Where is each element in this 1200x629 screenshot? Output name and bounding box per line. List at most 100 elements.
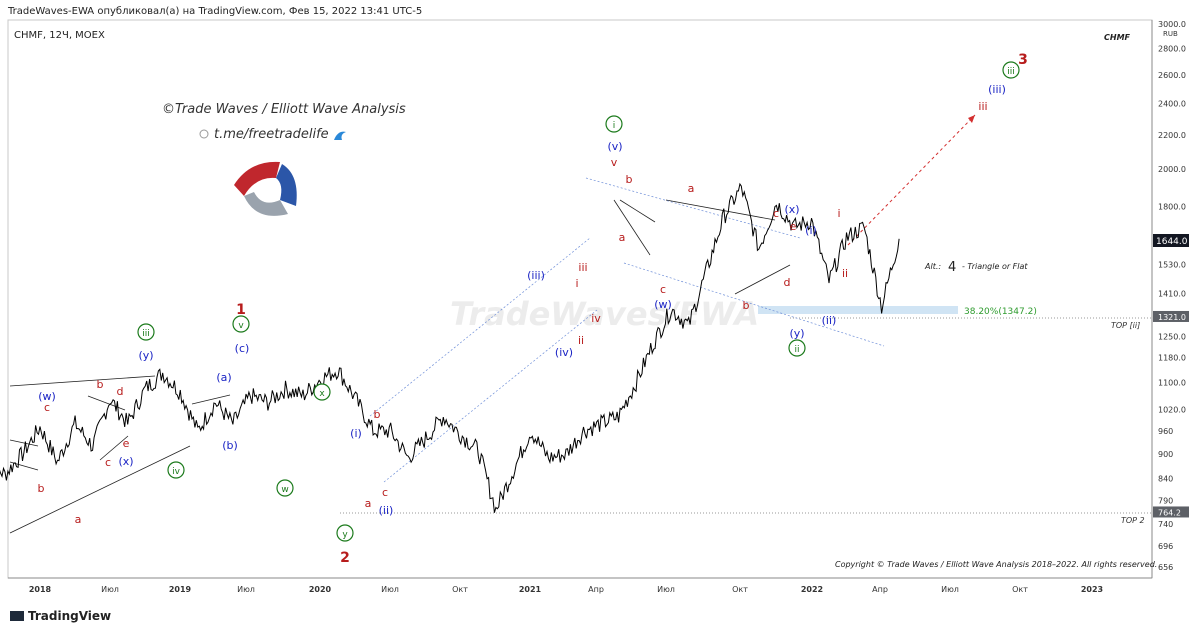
y-tick-label: 790 — [1158, 497, 1173, 506]
wave-labels: 123iiivivwxyiiiiii(w)(x)(y)(a)(b)(c)(i)(… — [38, 52, 1028, 566]
svg-text:3: 3 — [1018, 52, 1028, 68]
x-tick-label: Июл — [941, 585, 959, 594]
svg-text:iii: iii — [1007, 67, 1015, 77]
svg-text:d: d — [117, 385, 124, 398]
wave-label-green: y — [336, 524, 354, 542]
wave-label-red: c — [105, 456, 111, 469]
y-tick-label: 840 — [1158, 475, 1173, 484]
telegram-icon — [199, 129, 209, 139]
svg-text:c: c — [773, 207, 779, 220]
y-tick-label: 2200.0 — [1158, 131, 1186, 140]
chart-title: CHMF, 12Ч, MOEX — [14, 30, 105, 41]
wave-label-blue: (iii) — [527, 269, 545, 282]
wave-label-green: v — [232, 315, 250, 333]
svg-text:(x): (x) — [118, 455, 133, 468]
wave-label-red: ii — [578, 334, 584, 347]
svg-text:y: y — [342, 530, 348, 540]
wave-label-blue: (i) — [350, 427, 362, 440]
y-tick-label: 764.2 — [1158, 508, 1181, 517]
x-tick-label: Апр — [872, 585, 888, 594]
wave-label-red: b — [626, 173, 633, 186]
y-tick-label: 1100.0 — [1158, 378, 1186, 387]
wave-label-red: iv — [591, 312, 601, 325]
channel-lines — [369, 177, 885, 483]
svg-text:e: e — [123, 437, 130, 450]
level-price-tag — [1153, 310, 1189, 322]
wave-label-red: b — [743, 299, 750, 312]
wave-label-blue: (a) — [216, 371, 231, 384]
wave-label-red: c — [773, 207, 779, 220]
y-tick-label: 2000.0 — [1158, 165, 1186, 174]
svg-text:2: 2 — [340, 550, 350, 566]
svg-text:b: b — [743, 299, 750, 312]
svg-text:iv: iv — [591, 312, 601, 325]
wave-label-red: iii — [978, 100, 987, 113]
y-tick-label: 900 — [1158, 450, 1173, 459]
wave-label-red: b — [38, 482, 45, 495]
x-tick-label: 2021 — [519, 585, 542, 594]
wave-label-red: iii — [578, 261, 587, 274]
time-axis: 2018 Июл 2019 Июл 2020 Июл Окт 2021 Апр Июл Окт 202… — [29, 585, 1103, 594]
svg-text:iii: iii — [578, 261, 587, 274]
svg-text:(i): (i) — [350, 427, 362, 440]
svg-text:(c): (c) — [235, 342, 250, 355]
y-tick-label: 1180.0 — [1158, 353, 1186, 362]
y-tick-label: 1800.0 — [1158, 202, 1186, 211]
wave-label-blue: (i) — [805, 224, 817, 237]
wave-label-green: i — [605, 115, 623, 133]
svg-text:(ii): (ii) — [379, 504, 394, 517]
alt-note-prefix: Alt.: — [924, 262, 941, 271]
alt-note-wave: 4 — [948, 260, 956, 275]
brand-line-1: ©Trade Waves / Elliott Wave Analysis — [162, 102, 406, 117]
projection-line — [847, 114, 976, 246]
x-tick-label: Июл — [381, 585, 399, 594]
svg-text:c: c — [105, 456, 111, 469]
svg-text:a: a — [688, 182, 695, 195]
tradingview-logo-text: TradingView — [28, 609, 112, 623]
wave-label-red: a — [688, 182, 695, 195]
wave-label-blue: (w) — [654, 298, 672, 311]
y-tick-label: 2600.0 — [1158, 71, 1186, 80]
y-tick-label: 740 — [1158, 520, 1173, 529]
x-tick-label: Апр — [588, 585, 604, 594]
svg-text:iv: iv — [172, 467, 181, 477]
svg-text:(a): (a) — [216, 371, 231, 384]
wave-label-blue: (y) — [789, 327, 804, 340]
wave-label-red: 2 — [340, 550, 350, 566]
svg-text:w: w — [281, 485, 288, 495]
wave-label-red: v — [611, 156, 618, 169]
projection-arrowhead — [968, 115, 975, 123]
price-line — [0, 182, 900, 513]
y-axis-unit: RUB — [1163, 30, 1178, 38]
wave-label-red: d — [784, 276, 791, 289]
y-tick-label: 1020.0 — [1158, 405, 1186, 414]
x-tick-label: Июл — [237, 585, 255, 594]
wave-label-blue: (b) — [222, 439, 238, 452]
symbol-watermark: CHMF — [1104, 33, 1131, 42]
svg-text:a: a — [75, 513, 82, 526]
wave-label-blue: (v) — [607, 140, 622, 153]
wave-label-red: e — [790, 220, 797, 233]
svg-text:(iv): (iv) — [555, 346, 573, 359]
svg-text:i: i — [613, 121, 616, 131]
wave-label-red: e — [123, 437, 130, 450]
y-tick-label: 696 — [1158, 542, 1173, 551]
x-tick-label: Июл — [657, 585, 675, 594]
tradingview-logo[interactable]: TradingView — [10, 609, 111, 623]
last-price-label: 1644.0 — [1156, 237, 1188, 247]
wave-label-green: iv — [167, 461, 185, 479]
svg-text:1: 1 — [236, 302, 246, 318]
wave-label-red: a — [619, 231, 626, 244]
x-tick-label: Окт — [732, 585, 748, 594]
wave-label-blue: (ii) — [379, 504, 394, 517]
y-tick-label: 1410.0 — [1158, 290, 1186, 299]
svg-text:b: b — [38, 482, 45, 495]
svg-text:i: i — [837, 207, 840, 220]
wave-label-blue: (y) — [138, 349, 153, 362]
y-tick-label: 1321.0 — [1158, 313, 1186, 322]
y-tick-label: 1530.0 — [1158, 261, 1186, 270]
wave-label-red: a — [365, 497, 372, 510]
wave-label-blue: (c) — [235, 342, 250, 355]
svg-text:(w): (w) — [654, 298, 672, 311]
